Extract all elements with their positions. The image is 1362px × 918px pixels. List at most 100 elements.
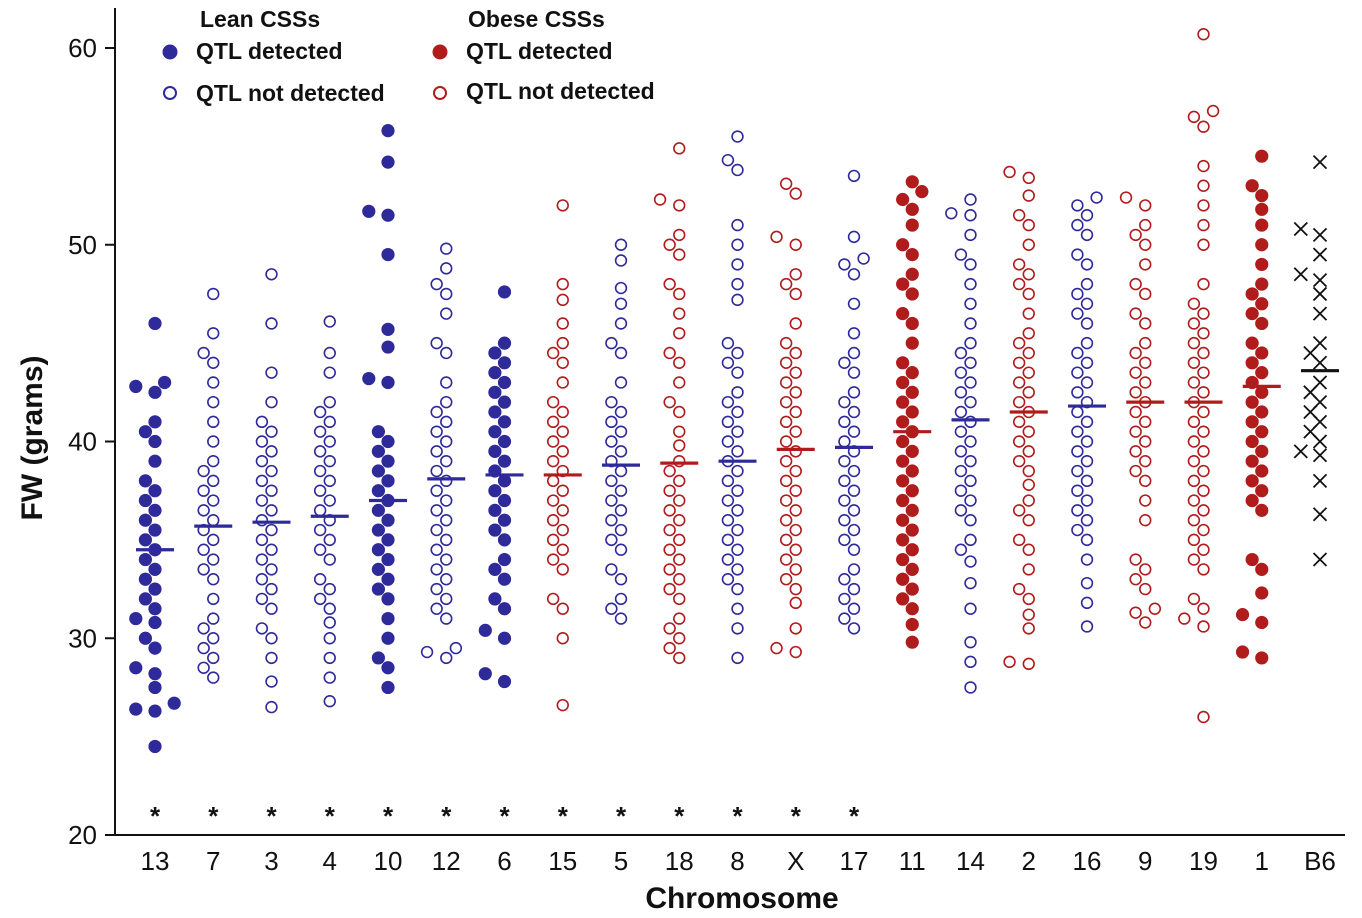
data-point-open: [207, 553, 220, 566]
data-point-open: [721, 573, 735, 586]
data-point-open: [847, 622, 861, 635]
data-point-filled: [371, 543, 385, 557]
data-point-filled: [497, 631, 512, 645]
data-point-open: [1022, 346, 1035, 360]
data-point-open: [663, 563, 676, 576]
data-point-open: [207, 356, 220, 369]
data-point-open: [721, 395, 735, 409]
data-point-filled: [371, 582, 385, 596]
data-point-open: [721, 533, 735, 547]
data-point-filled: [381, 322, 395, 336]
data-point-open: [1139, 435, 1152, 448]
data-point-open: [673, 327, 686, 340]
data-point-filled: [896, 277, 910, 291]
data-point-open: [265, 543, 278, 556]
data-point-filled: [381, 124, 395, 138]
data-point-open: [614, 612, 628, 625]
data-point-open: [546, 553, 560, 566]
data-point-open: [440, 513, 453, 527]
data-point-open: [964, 317, 977, 330]
significance-markers: * * * * * * * * * * * * *: [150, 801, 860, 831]
data-point-open: [323, 415, 336, 429]
data-point-open: [1080, 596, 1094, 610]
data-point-open: [673, 533, 686, 547]
data-point-filled: [497, 493, 512, 508]
data-point-open: [1129, 307, 1142, 320]
data-point-open: [731, 602, 744, 615]
data-point-cross: [1293, 444, 1308, 459]
data-point-filled: [1255, 586, 1269, 600]
data-point-open: [207, 513, 220, 527]
data-point-open: [789, 366, 802, 379]
data-point-open: [789, 645, 802, 659]
data-point-open: [1139, 494, 1152, 507]
data-point-open: [430, 464, 443, 478]
significance-star: *: [150, 801, 161, 831]
data-point-open: [1071, 307, 1084, 320]
data-point-open: [323, 632, 336, 645]
data-point-open: [1080, 435, 1094, 448]
data-point-open: [779, 533, 793, 547]
legend-obese-detected-marker: [432, 44, 448, 60]
data-point-filled: [371, 484, 385, 498]
data-point-open: [313, 523, 327, 537]
data-point-open: [789, 504, 802, 517]
data-point-open: [546, 533, 560, 547]
data-point-filled: [148, 615, 162, 630]
data-point-open: [605, 533, 618, 547]
data-point-open: [779, 474, 793, 488]
data-point-open: [546, 435, 560, 448]
data-point-filled: [381, 611, 395, 626]
data-point-open: [1197, 464, 1210, 478]
data-point-open: [605, 494, 618, 507]
data-point-open: [430, 405, 443, 419]
significance-star: *: [616, 801, 627, 831]
y-tick-label: 20: [68, 820, 97, 850]
data-point-filled: [497, 395, 512, 409]
data-point-filled: [148, 454, 162, 468]
data-point-open: [663, 238, 676, 251]
data-point-open: [663, 641, 676, 655]
data-point-open: [731, 238, 744, 251]
data-point-open: [546, 474, 560, 488]
data-point-filled: [371, 425, 385, 439]
data-point-open: [440, 533, 453, 547]
data-point-open: [323, 671, 336, 684]
data-point-filled: [905, 366, 919, 380]
x-tick-label: 17: [840, 846, 869, 876]
data-point-open: [673, 228, 686, 242]
data-point-open: [1197, 523, 1210, 537]
data-point-open: [663, 523, 676, 537]
data-point-open: [255, 454, 269, 468]
data-point-open: [779, 277, 793, 291]
data-point-cross: [1293, 267, 1308, 282]
data-point-open: [323, 695, 336, 708]
data-point-filled: [1255, 366, 1269, 380]
data-point-open: [779, 454, 793, 468]
significance-star: *: [674, 801, 685, 831]
data-point-open: [954, 543, 968, 556]
data-point-open: [265, 582, 278, 596]
data-point-open: [556, 563, 569, 576]
data-point-filled: [129, 611, 143, 626]
data-point-open: [430, 602, 443, 615]
data-point-open: [1197, 179, 1210, 192]
data-point-filled: [896, 375, 910, 390]
data-point-open: [556, 543, 569, 556]
data-point-open: [605, 602, 618, 615]
data-point-open: [265, 317, 278, 330]
data-point-filled: [381, 592, 395, 606]
data-point-open: [673, 573, 686, 586]
data-point-open: [847, 464, 861, 478]
data-point-open: [1022, 171, 1035, 185]
data-point-open: [770, 230, 783, 244]
data-point-open: [605, 513, 618, 527]
data-point-open: [1022, 513, 1035, 527]
data-point-filled: [381, 208, 395, 222]
data-point-open: [546, 346, 560, 360]
data-point-open: [663, 346, 676, 360]
data-point-open: [614, 425, 628, 438]
data-point-open: [721, 415, 735, 429]
x-tick-label: X: [787, 846, 804, 876]
data-point-filled: [488, 523, 502, 537]
